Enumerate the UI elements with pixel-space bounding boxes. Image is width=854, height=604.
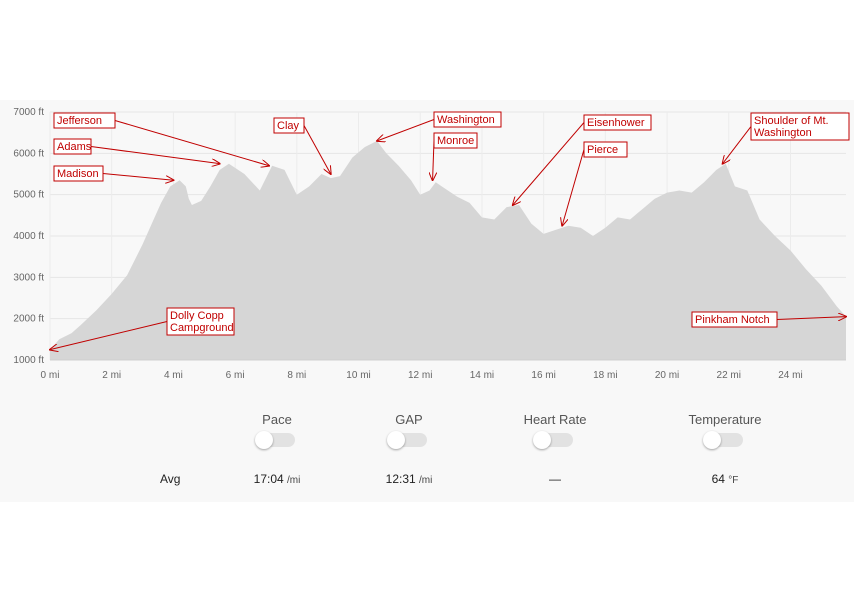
- elevation-chart: 1000 ft 2000 ft 3000 ft 4000 ft 5000 ft 6000 …: [13, 107, 850, 381]
- x-tick-label: 14 mi: [470, 370, 494, 381]
- annotation-leader: [723, 126, 752, 164]
- annotation-label: Clay: [277, 120, 300, 132]
- annotation-box: [166, 307, 235, 336]
- pace-toggle[interactable]: [255, 431, 295, 449]
- y-tick-label: 2000 ft: [13, 314, 44, 325]
- annotation-label: Dolly Copp: [170, 310, 224, 322]
- annotation-label: Pierce: [587, 144, 618, 156]
- temperature-value-number: 64: [711, 472, 725, 486]
- x-tick-label: 2 mi: [102, 370, 121, 381]
- annotation-label: Washington: [754, 127, 812, 139]
- pace-header: Pace: [262, 412, 292, 427]
- gap-value-unit: /mi: [419, 475, 433, 486]
- temperature-toggle[interactable]: [703, 431, 743, 449]
- x-tick-label: 6 mi: [226, 370, 245, 381]
- pace-value-number: 17:04: [253, 472, 284, 486]
- y-tick-label: 3000 ft: [13, 272, 44, 283]
- gap-value-number: 12:31: [385, 472, 416, 486]
- annotation-label: Adams: [57, 141, 92, 153]
- y-tick-label: 7000 ft: [13, 107, 44, 118]
- x-tick-label: 10 mi: [346, 370, 370, 381]
- temperature-value-unit: °F: [728, 475, 739, 486]
- annotation-box: [583, 114, 652, 131]
- y-tick-label: 1000 ft: [13, 355, 44, 366]
- annotation-label: Washington: [437, 114, 495, 126]
- annotation-leader: [90, 146, 220, 164]
- heart-rate-toggle[interactable]: [533, 431, 573, 449]
- annotation-box: [53, 138, 92, 155]
- annotation-label: Shoulder of Mt.: [754, 115, 829, 127]
- temperature-header: Temperature: [688, 412, 762, 427]
- gap-header: GAP: [395, 412, 423, 427]
- avg-label: Avg: [160, 472, 181, 486]
- gap-toggle[interactable]: [387, 431, 427, 449]
- temperature-value: 64 °F: [665, 472, 785, 486]
- y-tick-label: 6000 ft: [13, 148, 44, 159]
- heart-rate-header: Heart Rate: [523, 412, 587, 427]
- annotation-box: [433, 132, 478, 149]
- annotation-box: [583, 141, 628, 158]
- annotation-leader: [776, 317, 846, 320]
- annotation-label: Jefferson: [57, 115, 102, 127]
- annotation-leader: [562, 149, 585, 226]
- x-tick-label: 24 mi: [778, 370, 802, 381]
- annotation-leader: [50, 321, 168, 350]
- x-tick-label: 8 mi: [287, 370, 306, 381]
- annotation-box: [273, 117, 305, 134]
- annotation-label: Madison: [57, 168, 99, 180]
- annotation-label: Pinkham Notch: [695, 314, 770, 326]
- y-tick-label: 4000 ft: [13, 231, 44, 242]
- pace-value-unit: /mi: [287, 475, 301, 486]
- heart-rate-value-number: —: [549, 472, 561, 486]
- annotation-leader: [377, 119, 435, 141]
- x-tick-label: 12 mi: [408, 370, 432, 381]
- x-tick-label: 0 mi: [41, 370, 60, 381]
- y-tick-label: 5000 ft: [13, 190, 44, 201]
- annotation-box: [53, 112, 116, 129]
- x-tick-label: 18 mi: [593, 370, 617, 381]
- elevation-area: [50, 140, 846, 360]
- pace-toggle-knob: [255, 431, 273, 449]
- annotation-box: [53, 165, 104, 182]
- heart-rate-value: —: [495, 472, 615, 486]
- annotation-leader: [303, 125, 331, 175]
- annotation-leader: [102, 173, 173, 181]
- pace-value: 17:04 /mi: [217, 472, 337, 486]
- temperature-toggle-knob: [703, 431, 721, 449]
- heart-rate-toggle-knob: [533, 431, 551, 449]
- x-tick-label: 4 mi: [164, 370, 183, 381]
- annotation-label: Eisenhower: [587, 117, 645, 129]
- x-tick-label: 20 mi: [655, 370, 679, 381]
- annotation-label: Monroe: [437, 135, 474, 147]
- annotation-label: Campground: [170, 322, 234, 334]
- annotation-box: [433, 111, 502, 128]
- annotation-leader: [513, 122, 585, 206]
- elevation-panel: 1000 ft 2000 ft 3000 ft 4000 ft 5000 ft 6000 …: [0, 100, 854, 502]
- annotation-box: [691, 311, 778, 328]
- x-tick-label: 16 mi: [531, 370, 555, 381]
- gap-value: 12:31 /mi: [349, 472, 469, 486]
- gap-toggle-knob: [387, 431, 405, 449]
- annotation-leader: [114, 120, 269, 166]
- annotation-box: [750, 112, 850, 141]
- x-tick-label: 22 mi: [717, 370, 741, 381]
